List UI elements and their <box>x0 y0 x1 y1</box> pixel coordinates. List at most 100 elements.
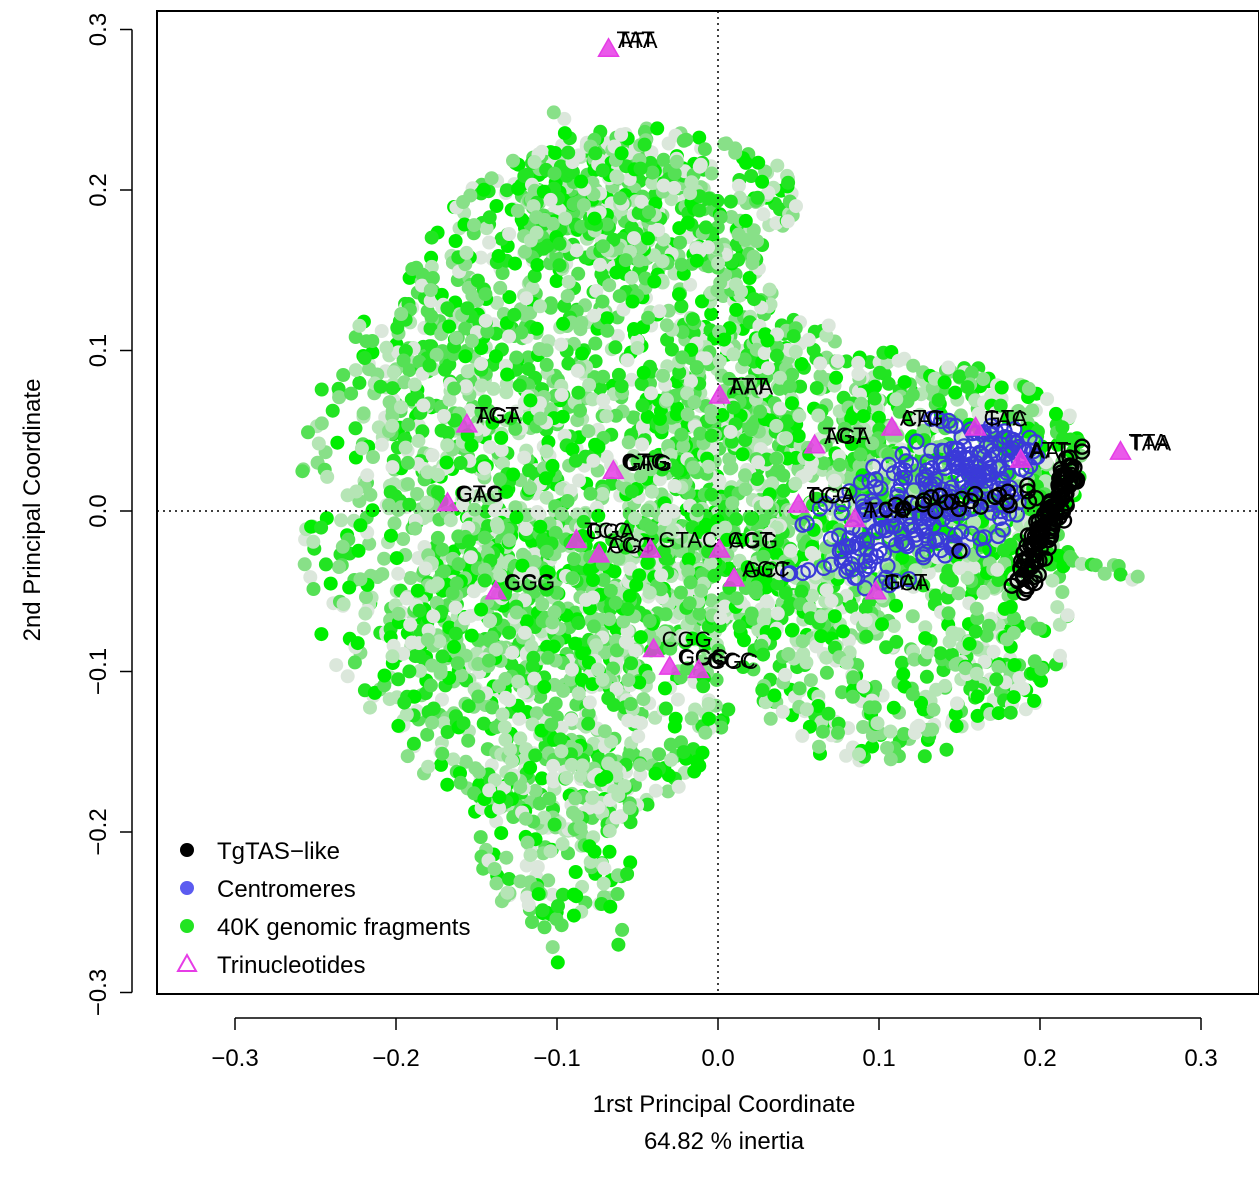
fragment-point <box>701 697 716 711</box>
fragment-point <box>680 407 695 422</box>
fragment-point <box>1027 654 1042 669</box>
fragment-point <box>601 691 616 706</box>
fragment-point <box>813 356 828 371</box>
fragment-point <box>512 378 527 393</box>
fragment-point <box>490 295 504 310</box>
fragment-point <box>503 411 518 426</box>
fragment-point <box>704 166 719 181</box>
fragment-point <box>467 502 482 517</box>
fragment-point <box>581 716 596 731</box>
fragment-point <box>560 289 575 303</box>
fragment-point <box>611 551 626 566</box>
fragment-point <box>455 498 470 513</box>
fragment-point <box>353 518 368 533</box>
fragment-point <box>1040 392 1055 407</box>
fragment-point <box>397 695 412 710</box>
fragment-point <box>451 557 466 572</box>
fragment-point <box>348 330 363 344</box>
fragment-point <box>532 342 547 356</box>
fragment-point <box>1003 537 1018 552</box>
fragment-point <box>737 633 751 648</box>
fragment-point <box>559 770 574 785</box>
fragment-point <box>557 126 572 141</box>
fragment-point <box>969 601 984 616</box>
fragment-point <box>738 482 753 497</box>
fragment-point <box>600 323 615 338</box>
fragment-point <box>474 356 489 371</box>
fragment-point <box>729 277 743 292</box>
fragment-point <box>422 358 437 373</box>
fragment-point <box>412 603 427 618</box>
fragment-point <box>596 876 611 891</box>
fragment-point <box>461 534 476 549</box>
fragment-point <box>477 573 492 588</box>
fragment-point <box>602 823 617 838</box>
fragment-point <box>781 175 796 190</box>
fragment-point <box>852 747 866 762</box>
fragment-point <box>540 650 555 665</box>
fragment-point <box>889 634 904 649</box>
fragment-point <box>602 844 617 859</box>
fragment-point <box>489 349 503 364</box>
fragment-point <box>502 290 517 305</box>
fragment-point <box>799 655 814 670</box>
fragment-point <box>627 322 641 336</box>
fragment-point <box>704 404 719 419</box>
fragment-point <box>602 278 617 293</box>
fragment-point <box>703 556 718 571</box>
fragment-point <box>723 461 738 476</box>
fragment-point <box>803 673 818 688</box>
fragment-point <box>779 431 794 446</box>
fragment-point <box>759 594 774 609</box>
fragment-point <box>588 146 603 161</box>
fragment-point <box>970 689 985 704</box>
fragment-point <box>426 701 441 716</box>
fragment-point <box>990 562 1005 577</box>
fragment-point <box>442 392 457 407</box>
fragment-point <box>602 612 617 627</box>
fragment-point <box>839 655 854 670</box>
fragment-point <box>738 213 753 228</box>
fragment-point <box>493 280 508 295</box>
fragment-point <box>759 495 774 510</box>
fragment-point <box>537 920 552 935</box>
fragment-point <box>549 912 564 926</box>
fragment-point <box>583 486 598 501</box>
fragment-point <box>436 409 451 423</box>
fragment-point <box>458 611 473 626</box>
fragment-point <box>440 301 455 316</box>
fragment-point <box>554 744 569 759</box>
fragment-point <box>404 635 419 650</box>
fragment-point <box>634 376 649 391</box>
fragment-point <box>480 324 495 339</box>
fragment-point <box>680 215 695 230</box>
fragment-point <box>425 271 440 285</box>
fragment-point <box>624 656 639 671</box>
fragment-point <box>330 435 345 450</box>
fragment-point <box>311 436 326 451</box>
fragment-point <box>701 240 716 255</box>
fragment-point <box>329 658 344 673</box>
fragment-point <box>362 362 377 377</box>
fragment-point <box>382 692 397 707</box>
fragment-point <box>420 632 435 647</box>
fragment-point <box>556 683 571 698</box>
fragment-point <box>539 444 554 459</box>
fragment-point <box>440 438 455 453</box>
fragment-point <box>1130 569 1145 584</box>
fragment-point <box>723 194 738 209</box>
fragment-point <box>792 408 807 423</box>
fragment-point <box>459 245 474 260</box>
fragment-point <box>664 752 679 767</box>
fragment-point <box>679 132 694 147</box>
fragment-point <box>481 492 496 507</box>
fragment-point <box>352 318 367 333</box>
fragment-point <box>383 485 398 500</box>
fragment-point <box>704 307 719 321</box>
fragment-point <box>570 363 585 378</box>
fragment-point <box>701 711 716 726</box>
fragment-point <box>561 145 576 160</box>
fragment-point <box>856 720 871 734</box>
fragment-point <box>641 231 655 246</box>
fragment-point <box>511 674 526 689</box>
